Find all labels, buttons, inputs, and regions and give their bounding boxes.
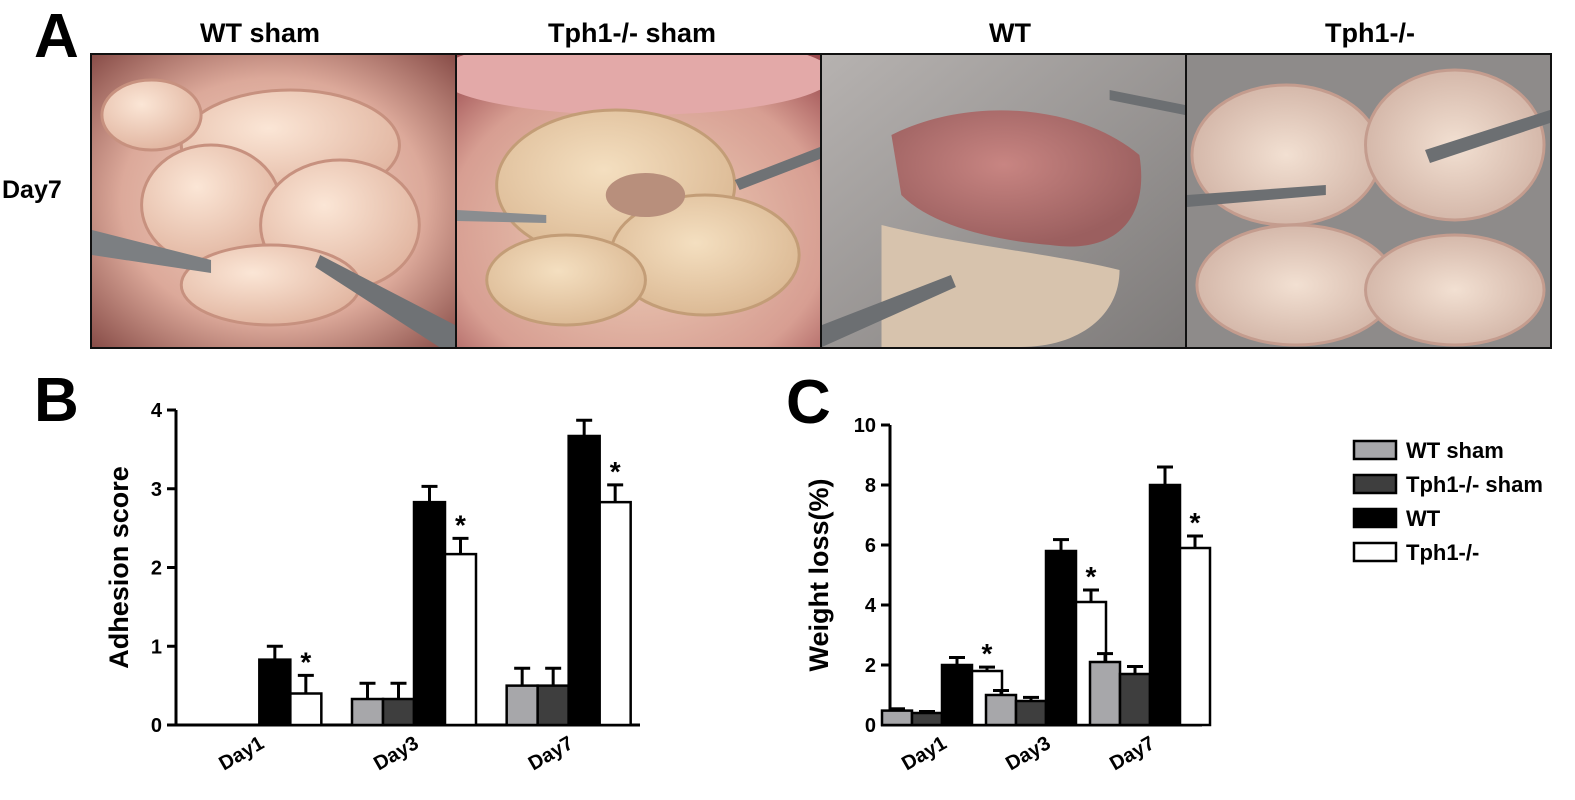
bar-tph1-day7 [598,500,632,727]
y-tick-label: 10 [854,415,876,437]
x-tick-label-day7: Day7 [1106,732,1158,775]
row-label-day7: Day7 [2,176,62,204]
y-axis-label: Weight loss(%) [804,478,834,671]
bar-tph1-sham-day7 [536,684,570,727]
y-tick-label: 2 [151,558,162,580]
bar-wt-sham-day3 [350,697,385,727]
significance-mark: * [610,456,621,487]
y-tick-label: 0 [151,715,162,737]
x-tick-label-day1: Day1 [215,732,267,775]
bar-wt-day1 [258,658,292,727]
y-tick-label: 3 [151,479,162,501]
bar-wt-day7 [1148,483,1182,727]
significance-mark: * [455,509,466,540]
bar-tph1-day3 [443,552,478,727]
significance-mark: * [300,646,311,677]
bar-wt-day3 [412,500,447,727]
y-tick-label: 1 [151,636,162,658]
x-tick-label-day1: Day1 [898,732,950,775]
y-tick-label: 6 [865,535,876,557]
x-tick-label-day3: Day3 [1002,732,1054,775]
legend-label-tph1-sham: Tph1-/- sham [1406,472,1543,497]
photo-title-wt-sham: WT sham [199,18,320,48]
photo-strip [90,53,1552,349]
y-tick-label: 2 [865,655,876,677]
panel-letter-c: C [786,368,831,437]
legend-label-tph1: Tph1-/- [1406,540,1479,565]
bar-wt-sham-day3 [984,693,1018,727]
bar-tph1-day7 [1178,546,1212,727]
y-tick-label: 8 [865,475,876,497]
y-tick-label: 0 [865,715,876,737]
bar-tph1-sham-day3 [381,697,416,727]
legend-swatch-wt [1352,507,1398,529]
x-tick-label-day3: Day3 [370,732,422,775]
chart-weight-loss: 0 2 4 6 8 10 Weight loss(%) * Day1 * Day3 * Day7 WT s… [804,415,1543,775]
chart-adhesion-score: 0 1 2 3 4 Adhesion score * Day1 * Day3 * Day7 [104,400,640,775]
bar-wt-sham-day7 [1088,660,1122,727]
legend-label-wt-sham: WT sham [1406,438,1504,463]
panel-letter-b: B [34,366,79,435]
x-tick-label-day7: Day7 [525,732,577,775]
significance-mark: * [1190,507,1201,538]
y-tick-label: 4 [865,595,877,617]
photo-wt [822,55,1187,347]
photo-title-tph1-sham: Tph1-/- sham [547,18,716,48]
panel-letter-a: A [34,2,79,71]
photo-tph1 [1187,55,1550,347]
photo-wt-sham [92,55,457,347]
photo-title-tph1: Tph1-/- [1325,18,1415,48]
legend-swatch-tph1-sham [1352,473,1398,495]
bar-wt-sham-day1 [880,709,914,727]
bar-tph1-day1 [289,692,323,727]
bar-wt-day1 [940,663,974,727]
bar-tph1-sham-day3 [1014,699,1048,727]
significance-mark: * [1086,561,1097,592]
bar-wt-day3 [1044,549,1078,727]
bar-tph1-sham-day1 [910,711,944,727]
bar-wt-day7 [567,434,601,727]
bar-wt-sham-day7 [505,684,539,727]
legend-swatch-tph1 [1352,541,1398,563]
y-tick-label: 4 [151,400,163,422]
photo-tph1-sham [457,55,822,347]
bar-tph1-sham-day7 [1118,672,1152,727]
legend-swatch-wt-sham [1352,439,1398,461]
y-axis-label: Adhesion score [104,466,134,669]
legend-label-wt: WT [1406,506,1441,531]
significance-mark: * [982,638,993,669]
photo-title-wt: WT [989,18,1031,48]
